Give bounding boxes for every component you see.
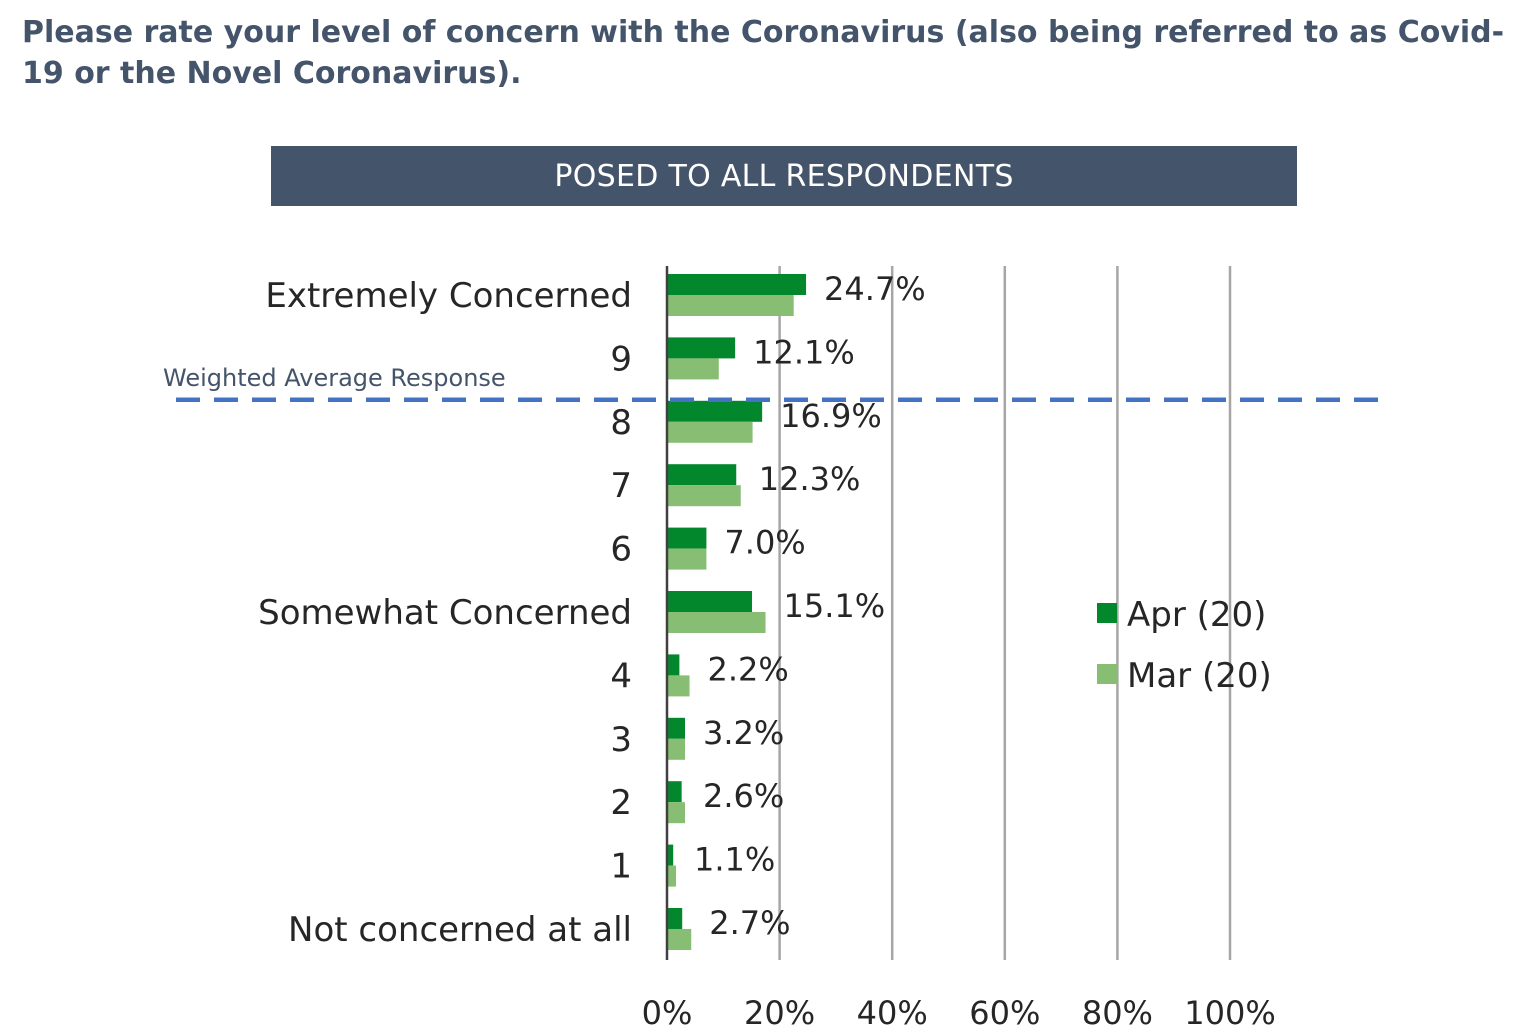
data-label: 1.1% [694,841,775,879]
bar-mar [667,612,766,633]
bar-apr [667,717,686,739]
bar-mar [667,421,753,443]
bar-mar [667,485,741,507]
bar-mar [667,929,692,950]
x-tick-label: 0% [642,994,693,1032]
bars [667,274,807,950]
data-label: 12.3% [759,460,861,498]
bar-apr [667,464,737,486]
weighted-average-reference: Weighted Average Response [163,364,1380,403]
weighted-average-label: Weighted Average Response [163,364,506,392]
legend-swatch-apr [1097,603,1117,623]
category-label: Extremely Concerned [265,276,632,316]
bar-apr [667,591,753,612]
category-label: Not concerned at all [288,910,632,950]
category-label: 3 [610,720,632,760]
respondents-banner: POSED TO ALL RESPONDENTS [271,146,1297,206]
category-label: Somewhat Concerned [258,593,632,633]
legend-label-apr: Apr (20) [1127,595,1266,635]
bar-apr [667,274,807,295]
bar-mar [667,802,686,824]
data-label: 2.7% [709,904,790,942]
x-tick-label: 20% [744,994,815,1032]
category-label: 6 [610,530,632,570]
data-label: 2.2% [708,650,789,688]
x-tick-label: 80% [1082,994,1153,1032]
data-label: 15.1% [784,587,886,625]
bar-mar [667,738,686,760]
data-label: 3.2% [703,714,784,752]
bar-mar [667,548,707,570]
x-tick-label: 40% [857,994,928,1032]
bar-mar [667,358,719,380]
legend-swatch-mar [1097,664,1117,684]
data-label: 16.9% [780,397,882,435]
x-tick-label: 100% [1184,994,1275,1032]
question-title: Please rate your level of concern with t… [22,15,1505,91]
gridlines [778,266,1232,960]
bar-apr [667,654,680,676]
data-label: 2.6% [703,777,784,815]
legend-label-mar: Mar (20) [1127,656,1272,696]
bar-apr [667,781,682,803]
data-label: 24.7% [824,270,926,308]
category-label: 1 [610,847,632,887]
category-label: 2 [610,783,632,823]
bar-apr [667,527,707,549]
axes: 0% 20% 40% 60% 80% 100% [642,266,1276,1032]
bar-mar [667,675,690,697]
data-label: 7.0% [724,524,805,562]
data-labels: 24.7% 12.1% 16.9% 12.3% 7.0% 15.1% 2.2% 3.2% 2.6… [694,270,926,942]
bar-apr [667,844,674,866]
bar-apr [667,337,736,359]
category-labels: Extremely Concerned 9 8 7 6 Somewhat Concerne… [258,276,632,950]
x-tick-label: 60% [969,994,1040,1032]
bar-mar [667,295,794,316]
legend: Apr (20) Mar (20) [1097,595,1272,696]
data-label: 12.1% [753,333,855,371]
category-label: 7 [610,466,632,506]
bar-apr [667,400,763,422]
category-label: 9 [610,339,632,379]
bar-apr [667,908,683,929]
bar-mar [667,865,677,887]
category-label: 4 [610,656,632,696]
category-label: 8 [610,403,632,443]
